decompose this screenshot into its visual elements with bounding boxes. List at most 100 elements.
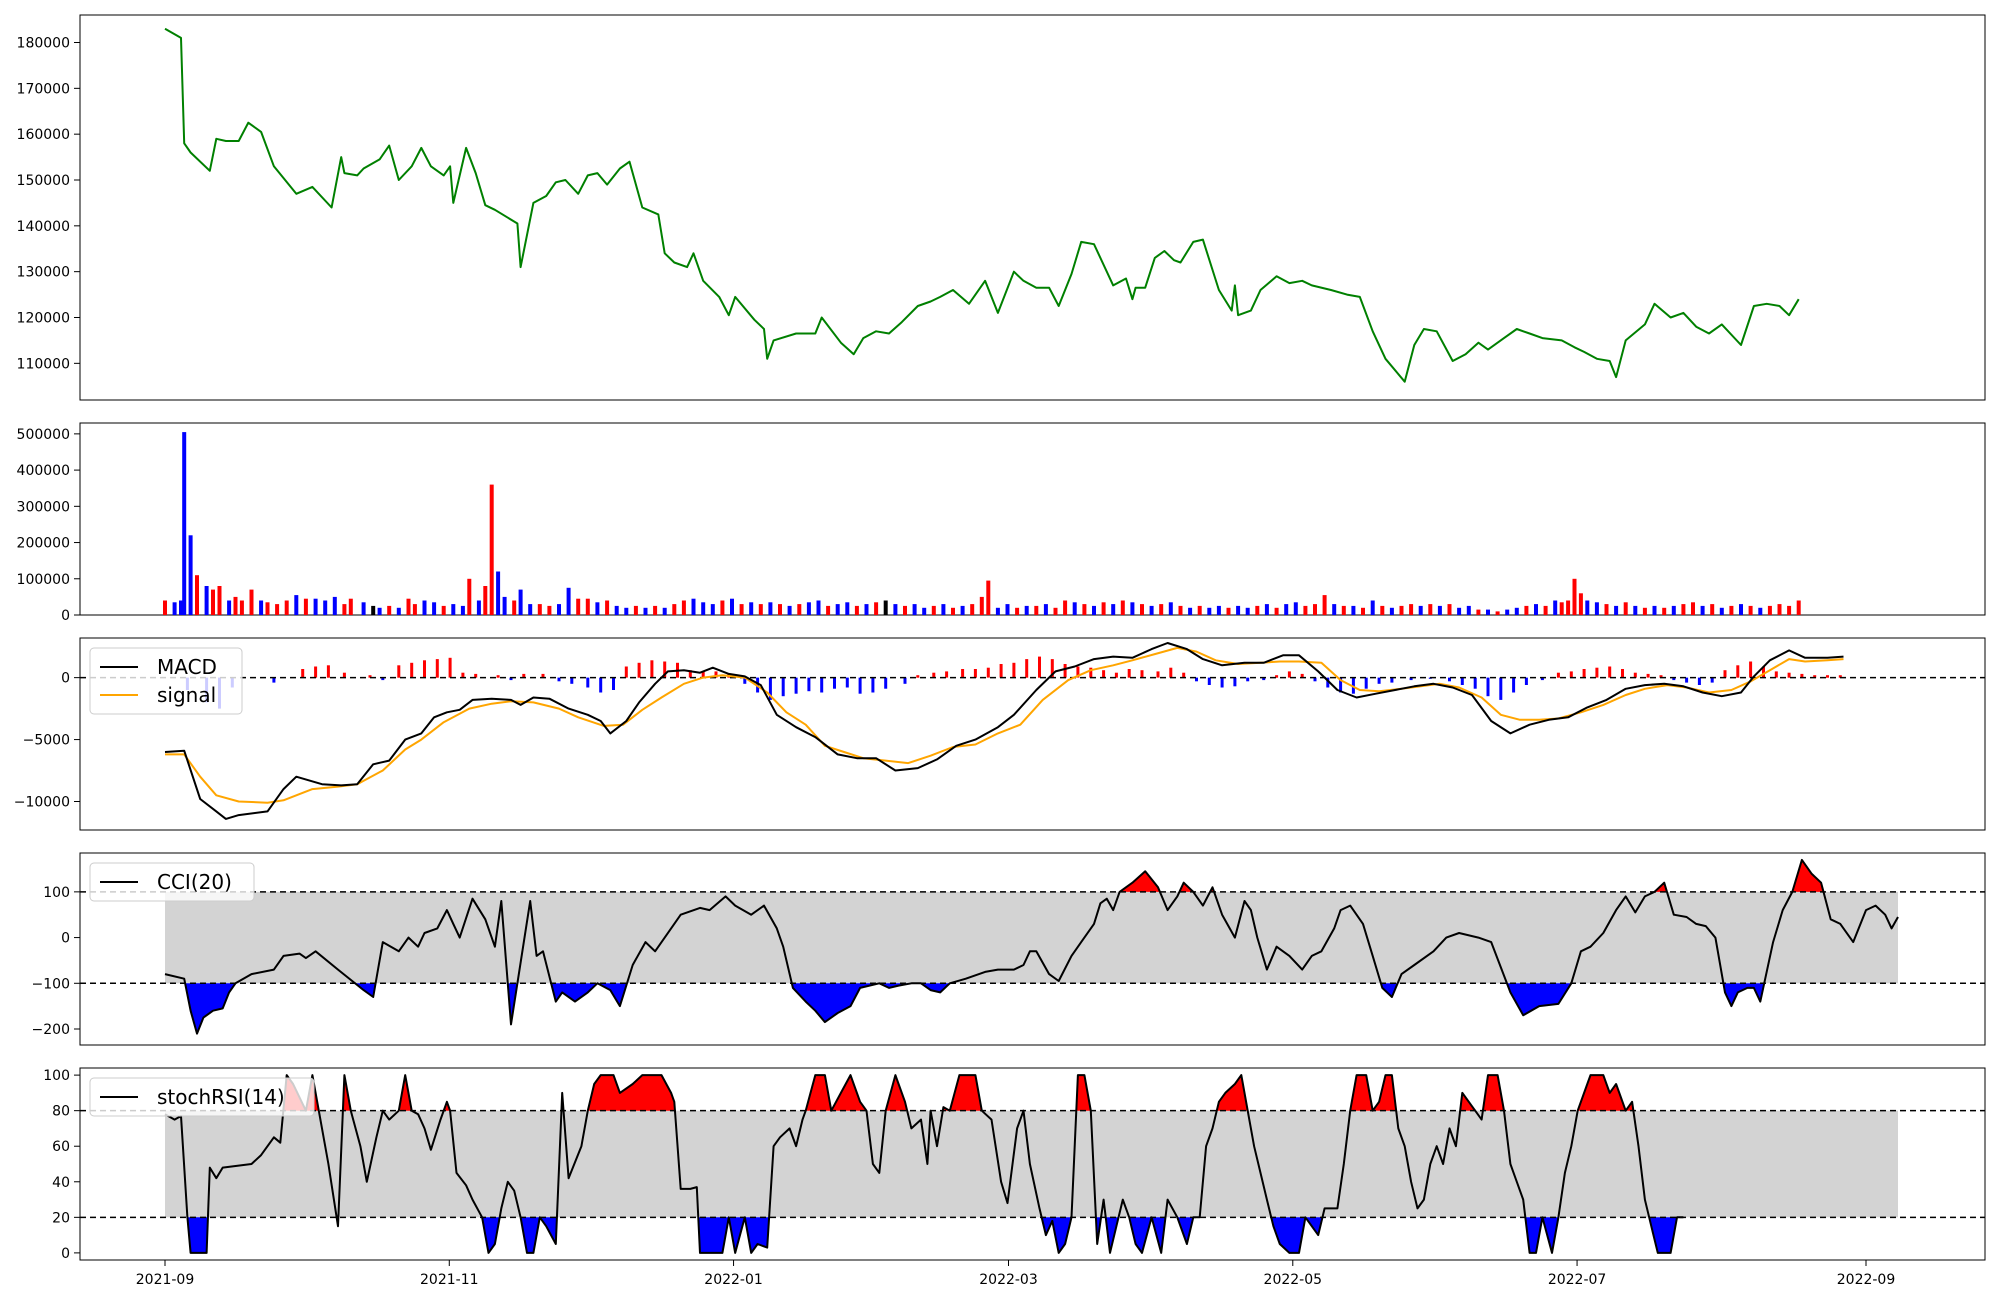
volume-bar: [874, 602, 879, 615]
volume-bar: [624, 607, 629, 615]
macd-histogram-bar: [1540, 677, 1544, 681]
volume-bar: [227, 600, 232, 615]
volume-bar: [672, 604, 677, 615]
macd-histogram-bar: [541, 673, 545, 678]
volume-ytick-label: 500000: [17, 427, 70, 443]
volume-ytick-label: 200000: [17, 536, 70, 552]
stochrsi-oversold-fill: [744, 1217, 770, 1253]
volume-bar: [1034, 605, 1039, 615]
volume-bar: [653, 605, 658, 615]
macd-histogram-bar: [1608, 666, 1612, 678]
volume-bar: [1082, 604, 1087, 615]
macd-histogram-bar: [599, 677, 603, 693]
cci-panel: −200 −100 0 100 CCI(20): [32, 852, 1986, 1046]
price-frame: [79, 14, 1986, 401]
macd-histogram-bar: [1102, 670, 1106, 678]
volume-bar: [1437, 605, 1442, 615]
stochrsi-band: [165, 1110, 1898, 1218]
volume-bar: [576, 598, 581, 615]
volume-bar: [595, 602, 600, 615]
macd-histogram-bar: [1697, 677, 1701, 685]
stochrsi-overbought-fill: [1216, 1075, 1248, 1111]
volume-ytick-label: 400000: [17, 463, 70, 479]
volume-bar: [1332, 604, 1337, 615]
volume-bar: [1370, 600, 1375, 615]
macd-histogram-bar: [999, 664, 1003, 678]
volume-bar: [537, 604, 542, 615]
macd-histogram-bar: [916, 675, 920, 678]
price-ytick-label: 140000: [17, 219, 70, 235]
macd-histogram-bar: [701, 671, 705, 678]
macd-histogram-bar: [509, 677, 513, 681]
macd-histogram-bar: [1736, 665, 1740, 678]
volume-bar: [710, 604, 715, 615]
volume-bar: [361, 602, 366, 615]
volume-bar: [348, 598, 353, 615]
macd-histogram-bar: [1377, 677, 1381, 684]
volume-bar: [1063, 600, 1068, 615]
macd-histogram-bar: [1460, 677, 1464, 685]
price-ytick-label: 130000: [17, 265, 70, 281]
macd-histogram-bar: [1672, 677, 1676, 681]
macd-histogram-bar: [845, 677, 849, 688]
macd-histogram-bar: [1207, 677, 1211, 685]
macd-histogram-bar: [1114, 672, 1118, 678]
cci-frame: [79, 852, 1986, 1046]
volume-bar: [483, 586, 488, 615]
macd-histogram-bar: [1800, 673, 1804, 678]
stochrsi-oversold-fill: [1525, 1217, 1543, 1253]
volume-bar: [211, 589, 215, 615]
macd-histogram-bar: [410, 662, 414, 678]
volume-bar: [323, 600, 328, 615]
macd-histogram-bar: [326, 665, 330, 678]
volume-bar: [1495, 611, 1500, 615]
cci-oversold-fill: [1506, 983, 1572, 1016]
volume-bar: [1264, 604, 1269, 615]
volume-bar: [239, 600, 244, 615]
stochrsi-oversold-fill: [1542, 1217, 1559, 1253]
stochrsi-overbought-fill: [885, 1075, 908, 1111]
volume-bar: [1140, 604, 1144, 615]
volume-bar: [1566, 600, 1571, 615]
macd-histogram-bar: [1595, 667, 1599, 678]
macd-histogram-bar: [1089, 667, 1093, 678]
stochrsi-oversold-fill: [728, 1217, 745, 1253]
macd-histogram-bar: [1813, 675, 1817, 678]
macd-legend-label: MACD: [157, 655, 217, 679]
macd-histogram-bar: [781, 677, 785, 697]
volume-bar: [826, 605, 831, 615]
volume-bar: [903, 605, 907, 615]
stochrsi-overbought-fill: [805, 1075, 832, 1111]
volume-bar: [1642, 607, 1647, 615]
volume-bar: [614, 605, 619, 615]
volume-ytick-label: 100000: [17, 572, 70, 588]
volume-bar: [233, 596, 238, 615]
volume-bar: [1322, 595, 1327, 615]
macd-histogram-bar: [1826, 675, 1829, 678]
volume-bar: [557, 604, 561, 615]
volume-bar: [172, 602, 177, 615]
date-tick-label: 2022-05: [1264, 1272, 1323, 1288]
cci-oversold-fill: [791, 983, 880, 1023]
macd-histogram-bar: [342, 672, 346, 678]
stochrsi-ytick-label: 20: [52, 1210, 70, 1226]
volume-bar: [1149, 605, 1154, 615]
macd-histogram-bar: [1063, 664, 1067, 678]
volume-bar: [451, 604, 456, 615]
volume-bar: [1092, 605, 1096, 615]
date-tick-label: 2022-09: [1837, 1272, 1896, 1288]
cci-ytick-label: −200: [32, 1022, 70, 1038]
volume-bar: [1024, 605, 1029, 615]
volume-bar: [1486, 609, 1490, 615]
macd-histogram-bar: [1326, 677, 1330, 688]
macd-histogram-bar: [1313, 677, 1317, 682]
price-ytick-label: 170000: [17, 81, 70, 97]
macd-histogram-bar: [1233, 677, 1237, 687]
macd-histogram-bar: [1723, 670, 1727, 678]
volume-bar: [970, 604, 975, 615]
macd-histogram-bar: [1762, 666, 1765, 678]
stochrsi-oversold-fill: [1177, 1217, 1194, 1244]
macd-histogram-bar: [1275, 675, 1279, 678]
volume-bar: [566, 587, 571, 615]
volume-bar: [489, 484, 494, 615]
